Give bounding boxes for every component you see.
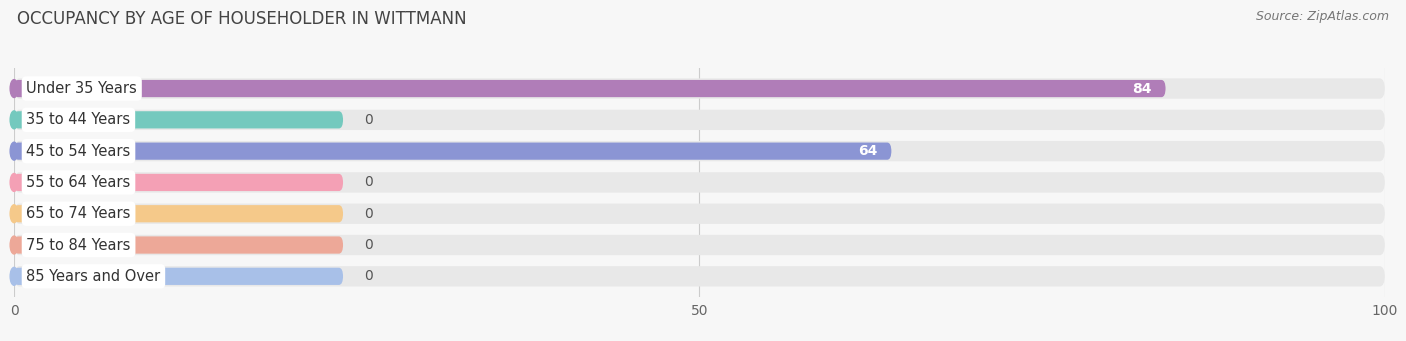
Text: 45 to 54 Years: 45 to 54 Years <box>27 144 131 159</box>
FancyBboxPatch shape <box>14 80 1166 97</box>
Text: 0: 0 <box>364 113 373 127</box>
Text: 0: 0 <box>364 207 373 221</box>
Text: OCCUPANCY BY AGE OF HOUSEHOLDER IN WITTMANN: OCCUPANCY BY AGE OF HOUSEHOLDER IN WITTM… <box>17 10 467 28</box>
Circle shape <box>10 111 18 129</box>
Text: Source: ZipAtlas.com: Source: ZipAtlas.com <box>1256 10 1389 23</box>
Text: 0: 0 <box>364 269 373 283</box>
FancyBboxPatch shape <box>14 236 343 254</box>
Circle shape <box>10 267 18 285</box>
FancyBboxPatch shape <box>14 268 343 285</box>
Text: Under 35 Years: Under 35 Years <box>27 81 138 96</box>
Circle shape <box>10 205 18 223</box>
Text: 85 Years and Over: 85 Years and Over <box>27 269 160 284</box>
Text: 0: 0 <box>364 175 373 190</box>
FancyBboxPatch shape <box>14 266 1385 286</box>
Text: 64: 64 <box>858 144 877 158</box>
Text: 35 to 44 Years: 35 to 44 Years <box>27 112 131 127</box>
FancyBboxPatch shape <box>14 143 891 160</box>
Text: 65 to 74 Years: 65 to 74 Years <box>27 206 131 221</box>
Text: 0: 0 <box>364 238 373 252</box>
Circle shape <box>10 174 18 191</box>
FancyBboxPatch shape <box>14 141 1385 161</box>
Circle shape <box>10 79 18 98</box>
FancyBboxPatch shape <box>14 78 1385 99</box>
Circle shape <box>10 236 18 254</box>
FancyBboxPatch shape <box>14 111 343 129</box>
Text: 84: 84 <box>1132 81 1152 95</box>
Text: 55 to 64 Years: 55 to 64 Years <box>27 175 131 190</box>
Circle shape <box>10 142 18 160</box>
FancyBboxPatch shape <box>14 205 343 222</box>
FancyBboxPatch shape <box>14 172 1385 193</box>
FancyBboxPatch shape <box>14 110 1385 130</box>
FancyBboxPatch shape <box>14 174 343 191</box>
FancyBboxPatch shape <box>14 235 1385 255</box>
FancyBboxPatch shape <box>14 204 1385 224</box>
Text: 75 to 84 Years: 75 to 84 Years <box>27 238 131 253</box>
